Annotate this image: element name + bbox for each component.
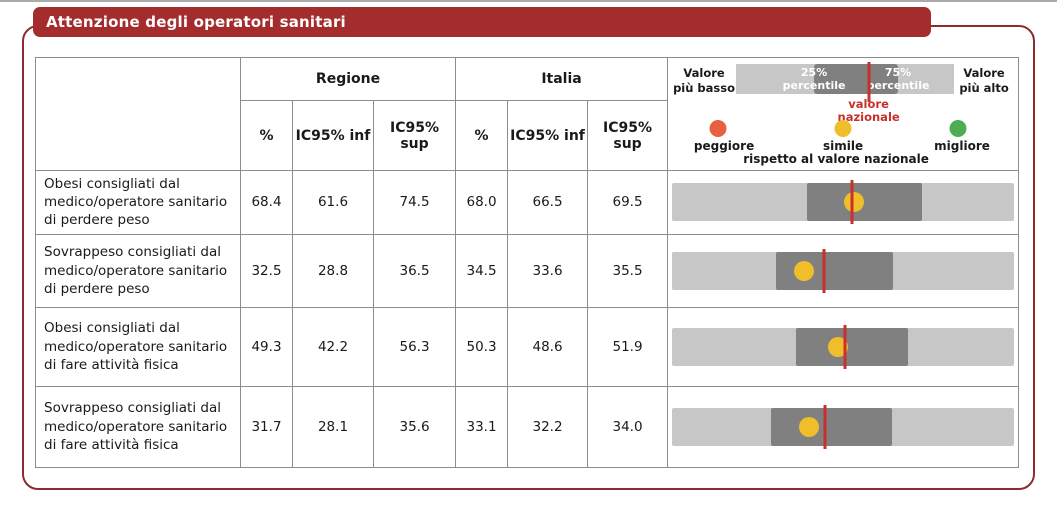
- col-header-italia-ic-inf: IC95% inf: [507, 100, 589, 171]
- col-header-regione-ic-sup: IC95% sup: [372, 100, 457, 171]
- legend-similar-note: rispetto al valore nazionale: [743, 152, 929, 166]
- cell-regione-pct: 68.4: [240, 170, 293, 235]
- cell-regione-ic-sup: 35.6: [372, 385, 457, 468]
- legend-percentile-bar: 25% percentile 75% percentile: [736, 62, 955, 102]
- cell-regione-ic-inf: 61.6: [292, 170, 374, 235]
- cell-italia-ic-inf: 48.6: [507, 306, 589, 387]
- table-row: Sovrappeso consigliati dal medico/operat…: [35, 233, 1020, 308]
- cell-italia-ic-inf: 66.5: [507, 170, 589, 235]
- cell-italia-ic-sup: 69.5: [587, 170, 669, 235]
- legend-national-value-line: [867, 62, 871, 102]
- col-header-regione-ic-inf: IC95% inf: [292, 100, 374, 171]
- cell-regione-ic-sup: 56.3: [372, 306, 457, 387]
- cell-italia-ic-inf: 32.2: [507, 385, 589, 468]
- col-header-italia-pct: %: [455, 100, 509, 171]
- empty-corner-cell: [35, 57, 241, 171]
- cell-regione-ic-inf: 28.1: [292, 385, 374, 468]
- national-value-line: [843, 324, 847, 369]
- graph-cell: [667, 385, 1020, 468]
- legend-worse-dot: [709, 120, 727, 137]
- cell-italia-ic-sup: 51.9: [587, 306, 669, 387]
- cell-italia-pct: 50.3: [455, 306, 509, 387]
- graph-cell: [667, 233, 1020, 308]
- graph-cell: [667, 170, 1020, 235]
- graph-cell: [667, 306, 1020, 387]
- col-header-italia-ic-sup: IC95% sup: [587, 100, 669, 171]
- legend-national-value-label: valore nazionale: [837, 97, 900, 125]
- region-value-dot: [798, 416, 819, 437]
- interquartile-band: [807, 183, 922, 222]
- cell-italia-pct: 34.5: [455, 233, 509, 308]
- percentile-bar: [672, 180, 1015, 225]
- legend-better-label: migliore: [934, 139, 990, 153]
- region-value-dot: [794, 260, 815, 281]
- cell-regione-pct: 49.3: [240, 306, 293, 387]
- cell-regione-pct: 31.7: [240, 385, 293, 468]
- cell-regione-ic-inf: 42.2: [292, 306, 374, 387]
- legend-lowest-value-label: Valore più basso: [673, 66, 736, 95]
- section-title-banner: Attenzione degli operatori sanitari: [33, 7, 931, 37]
- legend-better-dot: [949, 120, 967, 137]
- cell-regione-ic-inf: 28.8: [292, 233, 374, 308]
- cell-italia-pct: 33.1: [455, 385, 509, 468]
- legend-similar-label: simile: [822, 139, 864, 153]
- group-header-italia: Italia: [455, 57, 669, 101]
- row-label: Obesi consigliati dal medico/operatore s…: [35, 170, 241, 235]
- col-header-regione-pct: %: [240, 100, 293, 171]
- cell-regione-ic-sup: 36.5: [372, 233, 457, 308]
- interquartile-band: [771, 407, 892, 446]
- legend-cell: Valore più basso 25% percentile 75% perc…: [667, 57, 1020, 171]
- indicator-table: Regione Italia Valore più basso 25% perc…: [35, 57, 1020, 468]
- table-row: Sovrappeso consigliati dal medico/operat…: [35, 385, 1020, 468]
- top-divider-line: [0, 0, 1057, 2]
- interquartile-band: [795, 327, 909, 366]
- group-header-regione: Regione: [239, 57, 457, 101]
- national-value-line: [822, 248, 826, 293]
- percentile-bar: [672, 404, 1015, 449]
- percentile-bar: [672, 324, 1015, 369]
- cell-italia-ic-sup: 35.5: [587, 233, 669, 308]
- section-title: Attenzione degli operatori sanitari: [46, 13, 346, 31]
- national-value-line: [850, 180, 854, 225]
- percentile-bar: [672, 248, 1015, 293]
- table-row: Obesi consigliati dal medico/operatore s…: [35, 170, 1020, 235]
- region-value-dot: [827, 336, 848, 357]
- cell-italia-ic-inf: 33.6: [507, 233, 589, 308]
- row-label: Sovrappeso consigliati dal medico/operat…: [35, 233, 241, 308]
- row-label: Sovrappeso consigliati dal medico/operat…: [35, 385, 241, 468]
- legend-interquartile-band: [814, 64, 898, 94]
- national-value-line: [823, 404, 827, 449]
- cell-regione-pct: 32.5: [240, 233, 293, 308]
- legend-highest-value-label: Valore più alto: [959, 66, 1009, 95]
- legend-75th-percentile-label: 75% percentile: [866, 66, 930, 93]
- table-row: Obesi consigliati dal medico/operatore s…: [35, 306, 1020, 387]
- legend-25th-percentile-label: 25% percentile: [782, 66, 846, 93]
- region-value-dot: [844, 192, 865, 213]
- cell-italia-pct: 68.0: [455, 170, 509, 235]
- legend-worse-label: peggiore: [693, 139, 755, 153]
- legend-similar-dot: [834, 120, 852, 137]
- row-label: Obesi consigliati dal medico/operatore s…: [35, 306, 241, 387]
- cell-regione-ic-sup: 74.5: [372, 170, 457, 235]
- cell-italia-ic-sup: 34.0: [587, 385, 669, 468]
